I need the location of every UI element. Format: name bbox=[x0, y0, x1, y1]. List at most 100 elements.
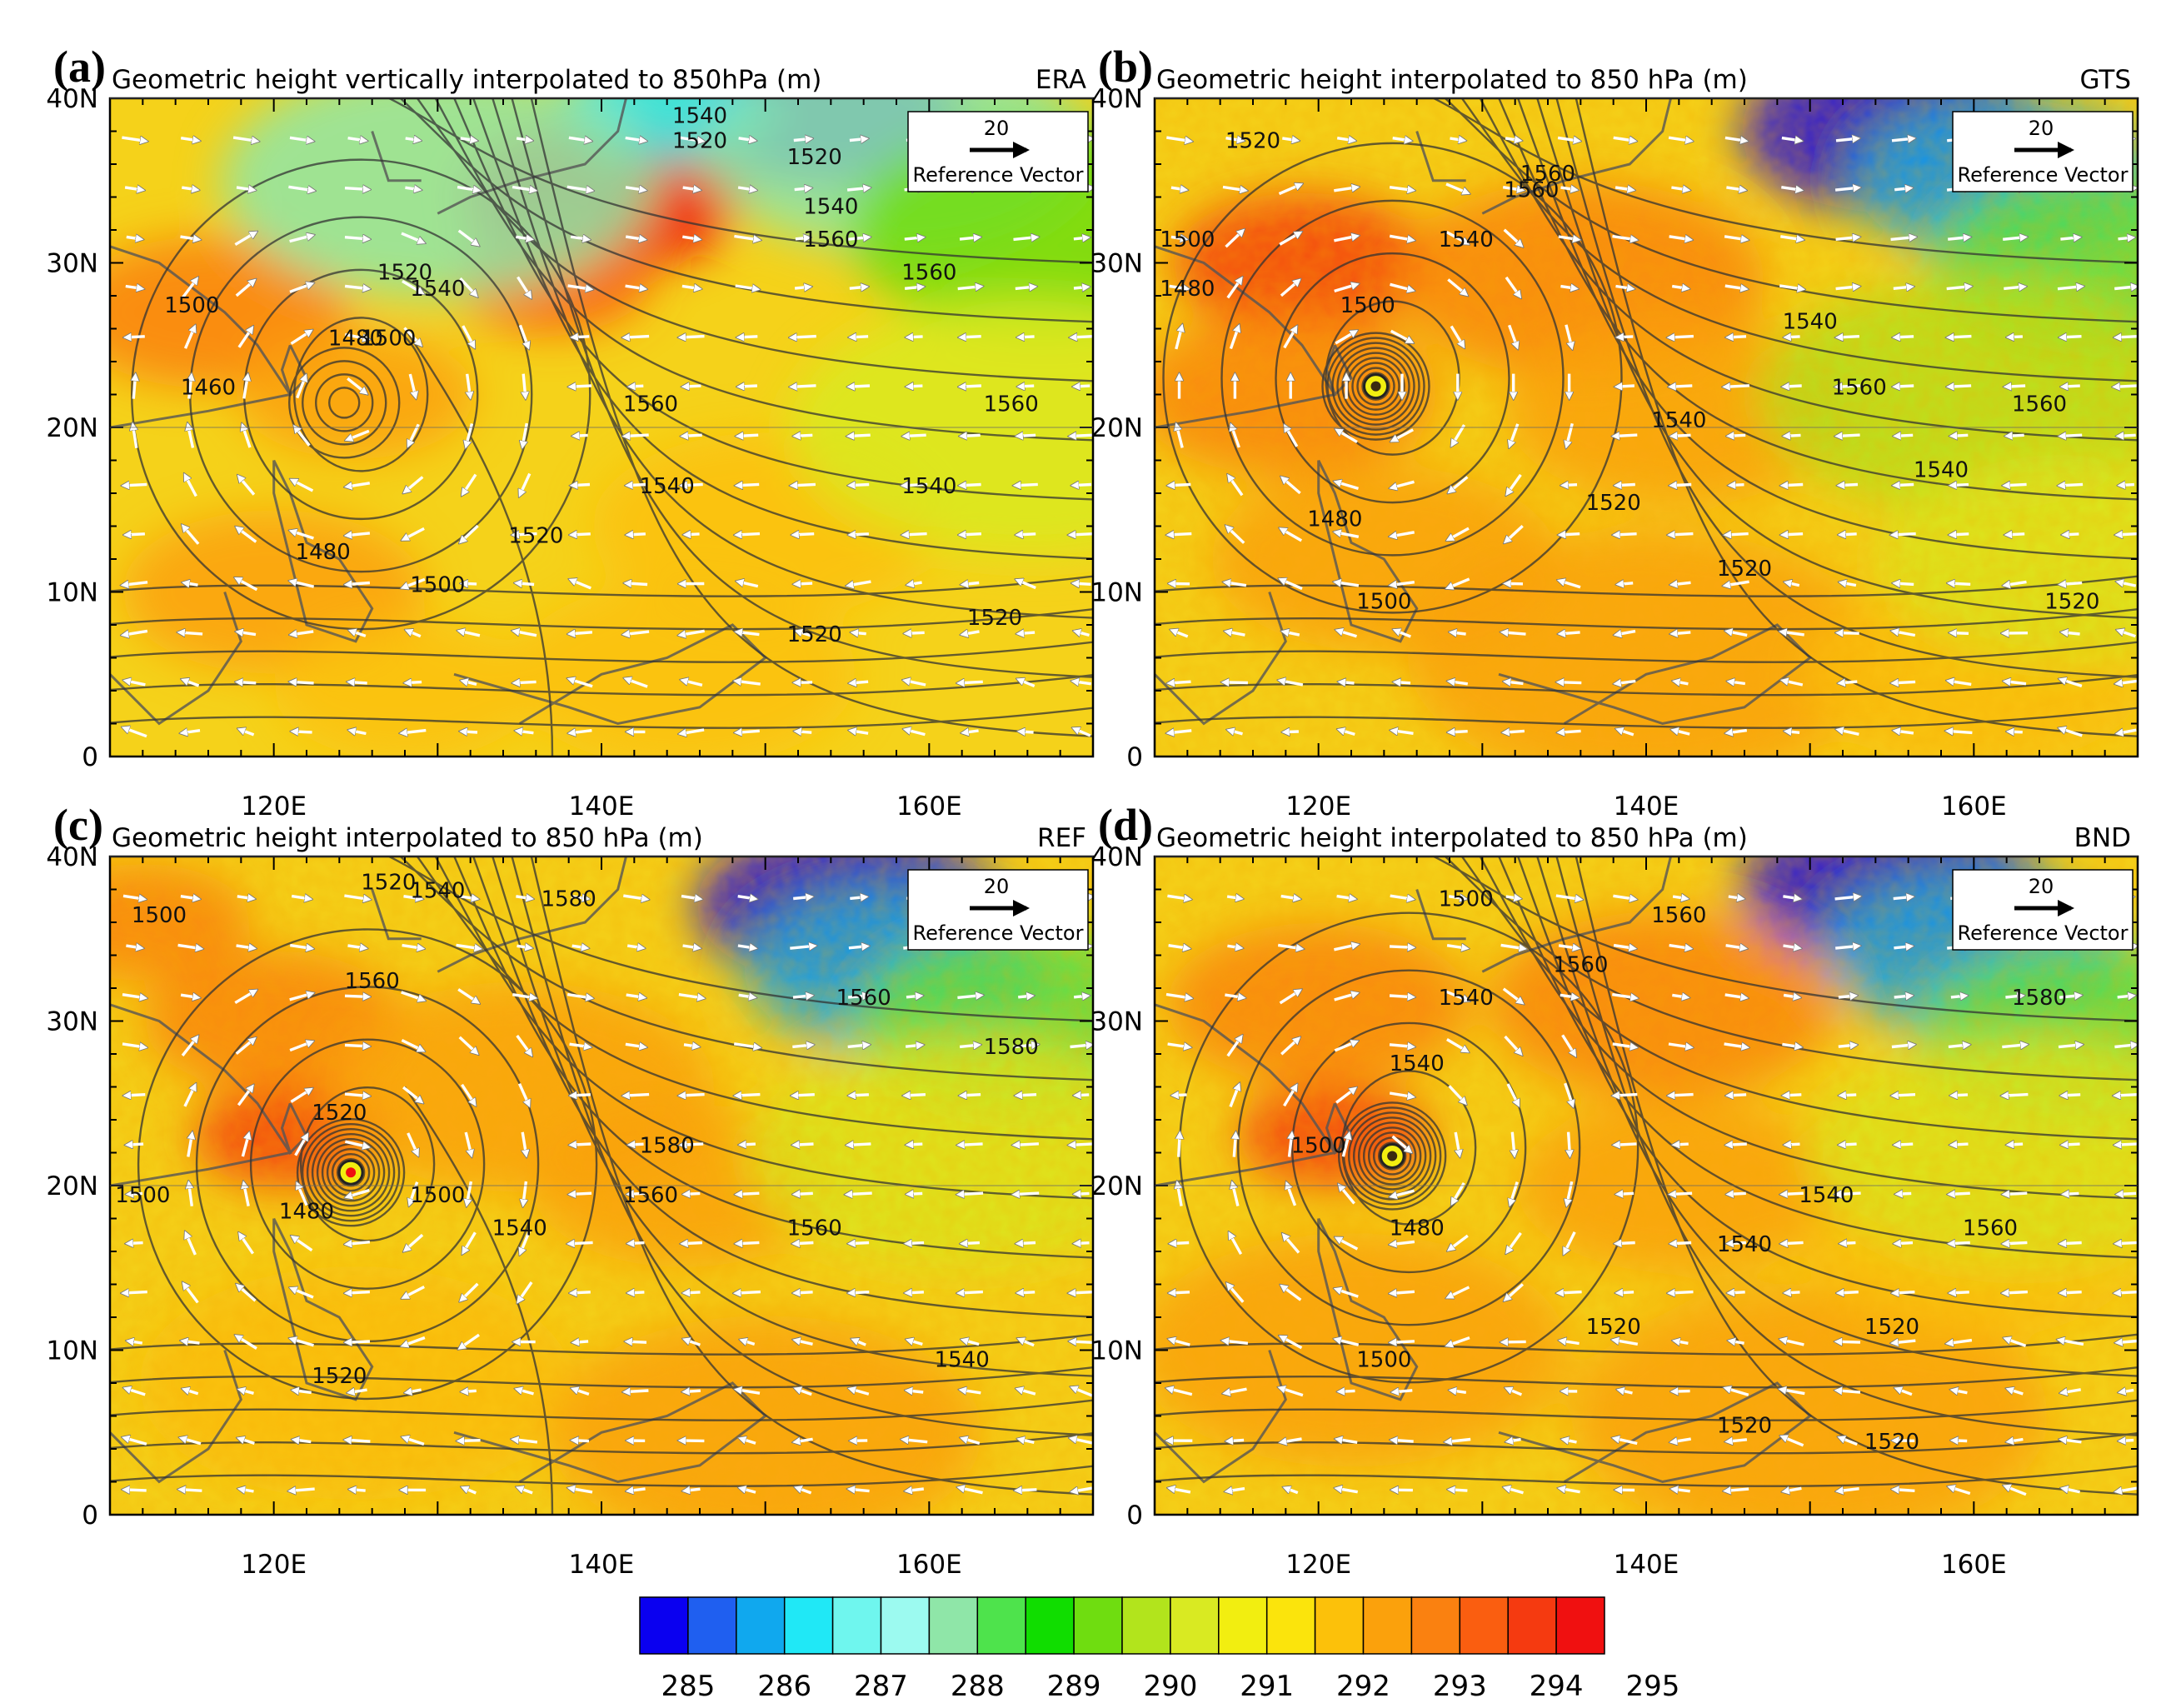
wind-arrow bbox=[2057, 287, 2084, 289]
wind-arrow bbox=[1559, 1488, 1580, 1492]
wind-arrow bbox=[1835, 237, 1860, 239]
wind-arrow bbox=[569, 1193, 592, 1194]
wind-arrow bbox=[347, 946, 367, 948]
temperature-region bbox=[221, 98, 655, 297]
wind-arrow bbox=[1890, 237, 1916, 239]
wind-arrow bbox=[237, 1438, 255, 1446]
wind-arrow bbox=[572, 1341, 589, 1343]
colorbar-label: 295 bbox=[1625, 1670, 1679, 1703]
wind-arrow bbox=[347, 682, 367, 683]
wind-arrow bbox=[124, 534, 145, 535]
wind-arrow bbox=[290, 1338, 314, 1347]
height-contour bbox=[1460, 98, 2138, 382]
wind-arrow bbox=[1839, 582, 1857, 586]
wind-arrow bbox=[1226, 526, 1245, 544]
wind-arrow bbox=[1335, 429, 1358, 444]
wind-arrow bbox=[1448, 682, 1469, 684]
y-tick-label: 40N bbox=[1090, 84, 1143, 114]
wind-arrow bbox=[1450, 325, 1465, 348]
contour-label: 1540 bbox=[1390, 1051, 1445, 1076]
colorbar-swatch bbox=[687, 1596, 737, 1655]
typhoon-contour bbox=[1361, 372, 1390, 401]
wind-arrow bbox=[792, 1243, 814, 1244]
wind-arrow bbox=[1073, 996, 1089, 997]
wind-arrow bbox=[1616, 729, 1634, 737]
contour-label: 1480 bbox=[328, 326, 383, 351]
wind-arrow bbox=[122, 1044, 147, 1047]
height-contour bbox=[434, 856, 1093, 1200]
wind-arrow bbox=[1836, 633, 1859, 634]
wind-arrow bbox=[238, 1389, 254, 1393]
height-contour bbox=[387, 856, 1093, 1022]
wind-arrow bbox=[516, 1389, 534, 1396]
contour-label: 1560 bbox=[1553, 952, 1608, 977]
wind-arrow bbox=[1222, 1341, 1249, 1343]
wind-arrow bbox=[961, 1438, 981, 1446]
wind-arrow bbox=[846, 187, 870, 190]
wind-arrow bbox=[1615, 287, 1634, 289]
y-tick-label: 30N bbox=[1090, 249, 1143, 279]
wind-arrow bbox=[516, 896, 532, 899]
wind-arrow bbox=[793, 1193, 813, 1194]
wind-arrow bbox=[1013, 1045, 1038, 1047]
wind-arrow bbox=[1671, 287, 1689, 289]
dataset-tag: BND bbox=[2074, 823, 2131, 853]
wind-arrow bbox=[2115, 681, 2138, 683]
wind-arrow bbox=[2005, 996, 2024, 997]
wind-arrow bbox=[459, 277, 477, 297]
height-contour bbox=[492, 856, 1093, 1377]
height-contour bbox=[1555, 856, 2138, 1436]
wind-arrow bbox=[2115, 1341, 2138, 1343]
wind-arrow bbox=[1508, 324, 1518, 348]
wind-arrow bbox=[901, 1440, 928, 1442]
wind-arrow bbox=[1671, 730, 1690, 734]
contour-label: 1520 bbox=[2044, 589, 2099, 614]
height-contour bbox=[1479, 856, 2138, 1200]
wind-arrow bbox=[2114, 1292, 2138, 1294]
wind-arrow bbox=[2059, 679, 2083, 688]
contour-label: 1480 bbox=[279, 1200, 334, 1225]
typhoon-contour bbox=[1356, 367, 1395, 406]
wind-arrow bbox=[1017, 1292, 1036, 1293]
wind-arrow bbox=[344, 896, 370, 900]
wind-arrow bbox=[1390, 1189, 1415, 1197]
y-tick-label: 30N bbox=[1090, 1007, 1143, 1037]
wind-arrow bbox=[627, 1193, 646, 1194]
height-contour bbox=[110, 575, 1093, 597]
wind-arrow bbox=[1016, 1389, 1036, 1396]
wind-arrow bbox=[907, 582, 922, 585]
contour-label: 1500 bbox=[1439, 886, 1494, 911]
y-tick-label: 40N bbox=[1090, 842, 1143, 872]
wind-arrow bbox=[1280, 579, 1303, 591]
wind-arrow bbox=[735, 286, 760, 289]
wind-arrow bbox=[400, 731, 427, 734]
wind-arrow bbox=[734, 1292, 761, 1294]
wind-arrow bbox=[1166, 137, 1191, 142]
typhoon-contour bbox=[288, 347, 401, 459]
wind-arrow bbox=[1073, 287, 1089, 288]
wind-arrow bbox=[291, 896, 312, 900]
wind-arrow bbox=[1615, 485, 1635, 486]
panel-label: (a) bbox=[53, 42, 106, 92]
wind-arrow bbox=[405, 1390, 422, 1393]
wind-arrow bbox=[1559, 534, 1580, 535]
wind-arrow bbox=[683, 1292, 701, 1293]
contour-label: 1540 bbox=[640, 474, 695, 499]
wind-arrow bbox=[237, 327, 253, 348]
y-tick-label: 0 bbox=[82, 742, 98, 772]
height-contour bbox=[492, 98, 1093, 619]
wind-arrow bbox=[1894, 435, 1914, 436]
wind-arrow bbox=[403, 476, 424, 493]
wind-arrow bbox=[405, 682, 422, 683]
contour-label: 1500 bbox=[410, 573, 465, 598]
wind-arrow bbox=[1947, 681, 1972, 685]
coastline bbox=[1155, 1003, 1337, 1187]
wind-arrow bbox=[1729, 1341, 1744, 1343]
wind-arrow bbox=[1071, 1488, 1093, 1492]
wind-arrow bbox=[1838, 1045, 1857, 1046]
height-contours bbox=[110, 98, 1093, 757]
wind-arrow bbox=[1949, 1292, 1969, 1293]
contour-label: 1540 bbox=[901, 474, 956, 499]
wind-arrow bbox=[1946, 731, 1973, 732]
